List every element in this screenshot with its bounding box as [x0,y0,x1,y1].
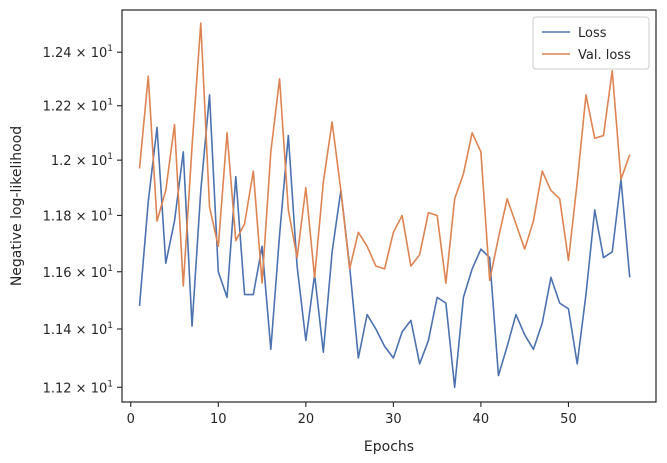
plot-frame [121,9,657,403]
x-axis: 0 10 20 30 40 50 [127,402,577,427]
y-tick-label: 1.2 × 101 [51,152,113,169]
x-tick-label: 20 [298,412,315,427]
y-tick-label: 1.22 × 101 [43,98,113,115]
y-tick-label: 1.14 × 101 [43,321,113,338]
x-tick-label: 50 [560,412,577,427]
legend-label-loss: Loss [578,26,607,41]
x-tick-label: 40 [473,412,490,427]
legend: Loss Val. loss [532,16,650,70]
x-tick-label: 0 [127,412,135,427]
x-tick-label: 10 [210,412,227,427]
series-line-val-loss [138,22,631,287]
y-tick-label: 1.24 × 101 [43,44,113,61]
legend-box [532,16,650,70]
y-tick-label: 1.16 × 101 [43,264,113,281]
x-tick-label: 30 [385,412,402,427]
series-layer [138,22,631,389]
y-tick-label: 1.12 × 101 [43,379,113,396]
plot-area [121,9,657,403]
series-line-loss [138,94,631,389]
legend-label-val-loss: Val. loss [578,48,631,63]
y-axis-label: Negative log-likelihood [9,126,25,286]
y-axis: 1.12 × 101 1.14 × 101 1.16 × 101 1.18 × 101… [43,44,122,396]
y-tick-label: 1.18 × 101 [43,207,113,224]
x-axis-label: Epochs [364,439,414,455]
